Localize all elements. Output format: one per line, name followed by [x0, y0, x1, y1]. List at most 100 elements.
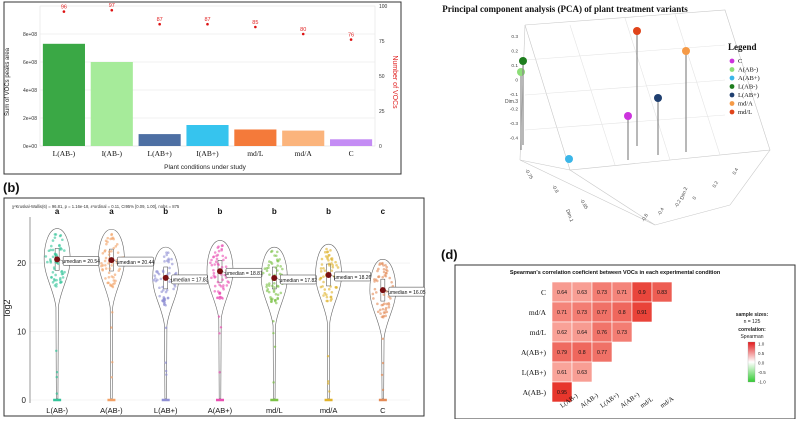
heatmap-panel: (d) Spearman's correlation coeficient be… — [440, 245, 800, 420]
dim2-tick-label: -0.4 — [657, 207, 666, 217]
data-point — [381, 337, 384, 340]
data-point — [210, 263, 214, 267]
data-point — [265, 283, 269, 286]
data-point — [54, 273, 57, 277]
data-point — [158, 294, 161, 298]
data-point — [62, 249, 66, 252]
data-point — [53, 236, 57, 239]
data-point — [58, 278, 62, 282]
row-label: C — [541, 288, 546, 297]
cell-value: 0.83 — [657, 290, 667, 296]
data-point — [164, 290, 168, 294]
data-point — [385, 265, 389, 269]
data-point — [165, 373, 168, 376]
data-point — [383, 311, 387, 314]
data-point — [212, 255, 216, 258]
median-label: μmedian = 17.82 — [280, 278, 318, 284]
data-point — [104, 239, 108, 243]
x-tick-label: md/L — [266, 406, 283, 415]
data-point — [104, 263, 107, 267]
data-point — [224, 256, 228, 260]
data-point — [375, 279, 379, 283]
bar-chart: Sum of VOCs peaks area Number of VOCs Pl… — [3, 1, 402, 175]
legend-swatch — [729, 109, 735, 115]
z-tick-label: -0.2 — [510, 107, 519, 113]
pca-title: Principal component analysis (PCA) of pl… — [442, 4, 688, 14]
row-label: md/A — [529, 308, 547, 317]
data-point — [272, 320, 275, 323]
data-point — [165, 253, 169, 257]
count-point — [254, 25, 257, 29]
heatmap-title: Spearman's correlation coeficient betwee… — [510, 270, 721, 276]
bar-chart-panel: Sum of VOCs peaks area Number of VOCs Pl… — [0, 0, 405, 178]
panel-d-label: (d) — [441, 247, 458, 262]
dim3-label: Dim.3 — [505, 99, 518, 105]
data-point — [378, 308, 382, 312]
count-point — [110, 8, 114, 12]
data-point — [381, 261, 384, 265]
data-point — [273, 281, 276, 285]
legend-label: md/A — [738, 101, 753, 108]
data-point — [50, 276, 53, 279]
violin-chart: (b) χ²Kruskal-Wallis(6) = 96.81, p = 1.1… — [2, 180, 426, 417]
data-point — [55, 370, 59, 374]
violin-panel: (b) χ²Kruskal-Wallis(6) = 96.81, p = 1.1… — [0, 178, 430, 419]
row-label: L(AB+) — [522, 368, 547, 377]
group-letter: c — [381, 207, 386, 216]
data-point — [372, 297, 375, 300]
heatmap-cell — [611, 321, 633, 343]
y2-tick-label: 25 — [379, 109, 385, 115]
legend-label: A(AB-) — [738, 67, 758, 74]
data-point — [152, 278, 155, 282]
z-tick-label: -0.1 — [510, 92, 519, 98]
violin — [98, 228, 125, 399]
violin — [43, 228, 71, 399]
pca-point — [682, 47, 690, 55]
z-tick-label: 0.3 — [511, 34, 518, 40]
data-point — [326, 255, 329, 259]
data-point — [218, 332, 221, 335]
median-label: μmedian = 20.44 — [117, 260, 155, 266]
data-point — [168, 280, 171, 283]
data-point — [267, 290, 271, 294]
median-label: μmedian = 17.83 — [171, 278, 209, 284]
data-point — [107, 281, 110, 285]
data-point — [209, 261, 212, 265]
data-point — [103, 249, 107, 252]
data-point — [327, 382, 330, 385]
median-label: μmedian = 16.05 — [388, 290, 426, 296]
count-point — [158, 22, 161, 26]
stats-text: χ²Kruskal-Wallis(6) = 96.81, p = 1.16e-1… — [12, 204, 180, 209]
data-point — [328, 264, 331, 267]
data-point — [330, 258, 334, 262]
pca-legend-title: Legend — [728, 42, 757, 52]
pca-3d-scatter: Principal component analysis (PCA) of pl… — [442, 4, 771, 226]
cell-value: 0.73 — [617, 330, 627, 336]
z-tick-label: 0 — [515, 78, 518, 84]
x-tick-label: C — [380, 406, 386, 415]
data-point — [108, 267, 112, 270]
correlation-colorbar — [747, 341, 756, 383]
data-point — [49, 259, 52, 263]
cell-value: 0.95 — [557, 390, 567, 396]
count-label: 87 — [204, 17, 210, 23]
group-letter: a — [55, 207, 60, 216]
data-point — [101, 251, 105, 255]
bar — [186, 125, 229, 146]
data-point — [109, 284, 112, 287]
data-point — [388, 276, 392, 280]
median-label-leader — [330, 274, 335, 278]
data-point — [320, 257, 324, 261]
data-point — [60, 272, 64, 276]
panel-b-frame — [3, 197, 425, 417]
data-point — [215, 257, 219, 261]
colorbar-tick: -1.0 — [758, 380, 766, 385]
dim2-tick-label: -0.6 — [641, 213, 650, 223]
z-tick-label: 0.2 — [511, 49, 518, 55]
cell-value: 0.77 — [597, 350, 607, 356]
data-point — [161, 269, 165, 273]
data-point — [319, 270, 323, 273]
data-point — [219, 295, 222, 299]
group-letter: b — [218, 207, 223, 216]
median-point — [325, 271, 332, 278]
